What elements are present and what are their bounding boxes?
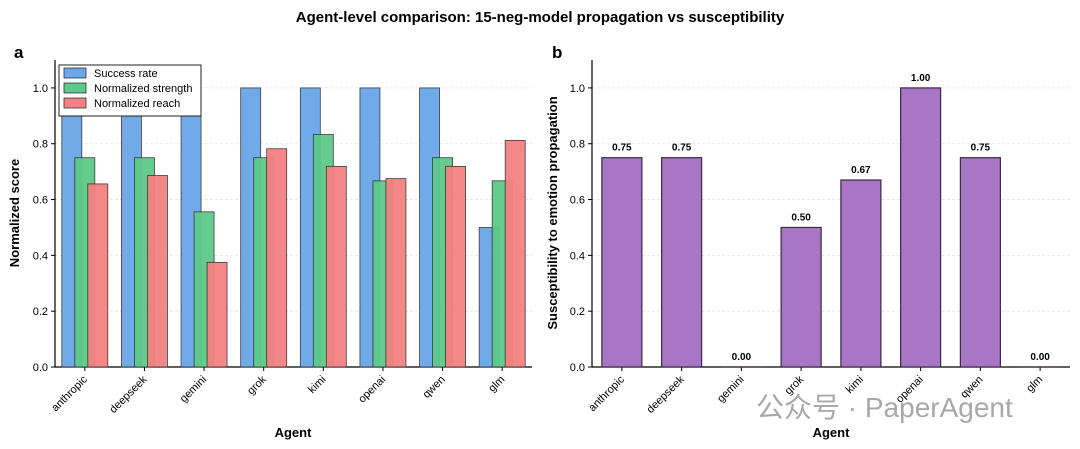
panel-b-ytick-label: 0.4 [570,250,585,262]
panel-a-letter: a [14,43,24,62]
panel-a-bar [87,183,109,368]
panel-b-bar [601,157,643,368]
panel-a-bar [147,175,168,368]
panel-a-ylabel: Normalized score [7,159,22,267]
panel-a-bar [504,139,526,368]
panel-a-bar [206,261,228,368]
panel-b-data-label: 1.00 [911,73,931,84]
panel-b-data-label: 0.75 [672,143,692,154]
panel-a-bar [266,148,288,368]
panel-b-xtick-label: gemini [715,374,746,405]
panel-b-xtick-label: anthropic [587,373,628,414]
panel-b-xtick-label: deepseek [645,373,688,416]
panel-a-bar [385,178,407,368]
panel-a-ytick-label: 0.2 [33,306,48,318]
panel-a-ytick-label: 0.0 [33,362,48,374]
panel-a-xtick-label: openai [356,374,388,406]
panel-b-xtick-label: glm [1024,374,1045,395]
panel-b-xlabel: Agent [813,425,851,440]
panel-a-ytick-label: 1.0 [33,83,48,95]
panel-b-letter: b [552,43,562,62]
panel-b-data-label: 0.00 [1030,352,1050,363]
panel-b-data-label: 0.75 [971,143,991,154]
legend-entry: Normalized strength [94,83,192,95]
legend-swatch [63,97,87,109]
panel-a-xtick-label: anthropic [49,373,90,414]
panel-b-data-label: 0.75 [612,143,632,154]
panel-a-bar [325,165,347,368]
legend-entry: Normalized reach [94,98,180,110]
panel-a-xtick-label: glm [486,374,507,395]
panel-b-bar [840,179,882,368]
legend-swatch [63,82,87,94]
panel-b-ytick-label: 0.0 [570,362,585,374]
panel-a-ytick-label: 0.4 [33,250,48,262]
legend-swatch [63,67,87,79]
panel-b-data-label: 0.67 [851,165,871,176]
panel-b-bar [780,226,822,368]
panel-b-ylabel: Susceptibility to emotion propagation [545,96,560,329]
legend-entry: Success rate [94,68,158,80]
panel-b-ytick-label: 1.0 [570,83,585,95]
panel-a-xtick-label: qwen [421,374,448,401]
panel-b-ytick-label: 0.8 [570,139,585,151]
panel-b-ytick-label: 0.2 [570,306,585,318]
panel-b-bar [959,157,1001,368]
panel-a-legend: Success rate Normalized strength Normalize… [58,64,202,117]
panel-b-data-label: 0.50 [791,212,811,223]
panel-a-xtick-label: deepseek [107,373,150,416]
panel-b-data-label: 0.00 [732,352,752,363]
panel-a-xtick-label: kimi [306,374,328,396]
watermark-text: 公众号 · PaperAgent [756,392,1013,423]
panel-a-xlabel: Agent [275,425,313,440]
panel-a-bar [445,165,466,368]
panel-b-bar [661,157,703,368]
panel-a-ytick-label: 0.6 [33,195,48,207]
panel-a-chart: 0.0 0.2 0.4 0.6 0.8 1.0 anthropic deepseek gemin… [33,60,532,416]
panel-b-bar [900,87,942,368]
panel-b-ytick-label: 0.6 [570,195,585,207]
figure-title: Agent-level comparison: 15-neg-model pro… [296,9,785,26]
panel-b-chart: 0.0 0.2 0.4 0.6 0.8 1.0 anthropic deepseek gemin… [570,60,1070,416]
panel-a-xtick-label: grok [245,373,269,397]
panel-a-xtick-label: gemini [178,374,209,405]
panel-a-ytick-label: 0.8 [33,139,48,151]
